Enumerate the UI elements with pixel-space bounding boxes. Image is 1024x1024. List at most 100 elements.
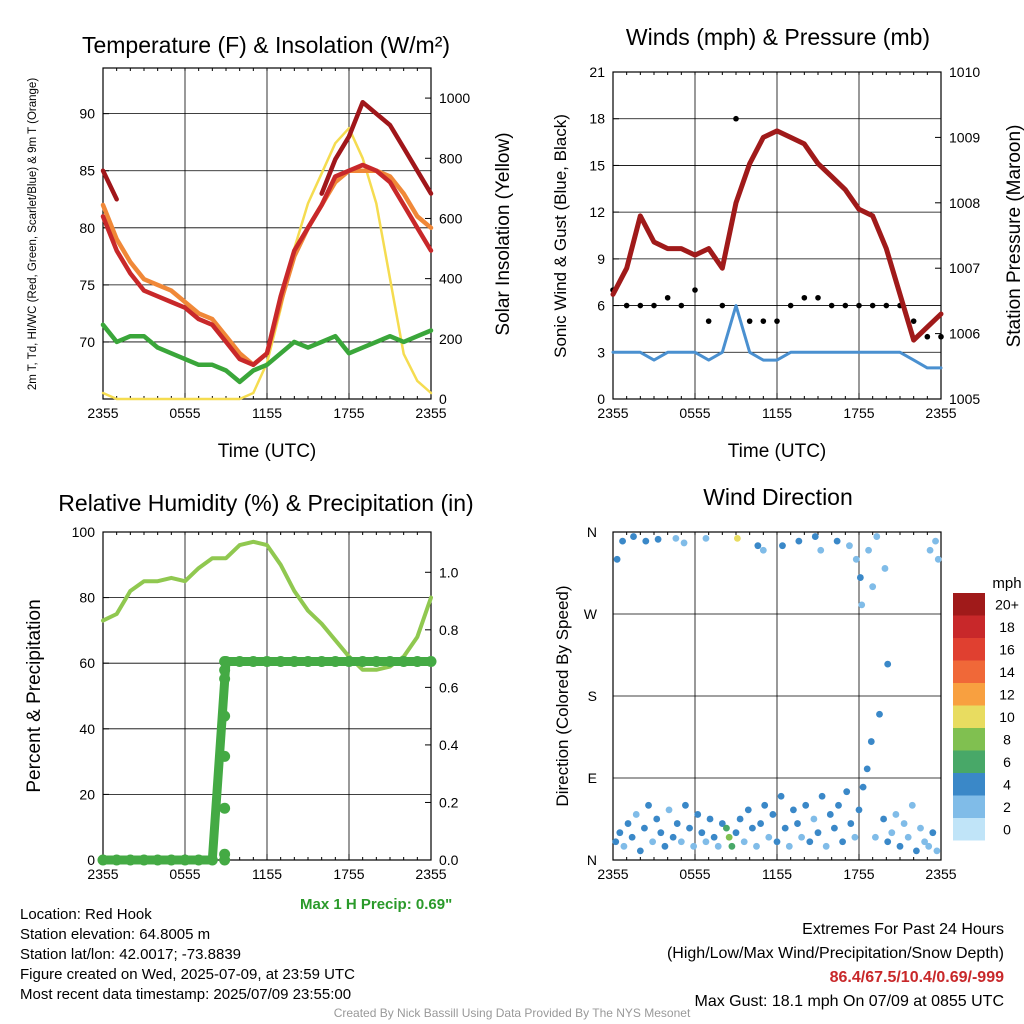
precip-point [97, 854, 109, 866]
gust-point [623, 302, 630, 309]
direction-point [933, 847, 941, 855]
direction-point [843, 788, 851, 796]
direction-point [851, 833, 859, 841]
direction-point [802, 801, 810, 809]
precip-point [329, 655, 341, 667]
precip-ramp-point [219, 848, 231, 860]
y-axis-label-right: Solar Insolation (Yellow) [493, 132, 514, 335]
direction-point [665, 806, 673, 814]
x-axis-label: Time (UTC) [218, 441, 317, 462]
gust-point [842, 302, 849, 309]
direction-point [759, 546, 767, 554]
direction-point [628, 833, 636, 841]
y-right-tick-label: 1009 [949, 129, 980, 145]
direction-point [718, 820, 726, 827]
direction-point [908, 801, 916, 809]
precip-point [370, 655, 382, 667]
direction-point [677, 838, 685, 846]
direction-point [869, 583, 877, 591]
legend-swatch [953, 818, 985, 841]
legend-swatch [953, 795, 985, 818]
precip-point [316, 655, 328, 667]
y-right-tick-label: 1000 [439, 90, 470, 106]
precip-ramp-point [219, 673, 231, 685]
legend-swatch [953, 615, 985, 638]
gust-point [719, 302, 726, 309]
precip-point [302, 655, 314, 667]
precip-point [261, 655, 273, 667]
precip-point [398, 655, 410, 667]
temperature-insolation-panel: 2355 0555 1155 1755 2355 Temperature (F) & In… [27, 32, 514, 462]
legend-label: 16 [999, 641, 1015, 657]
legend-label: 6 [1003, 754, 1011, 770]
precip-point [111, 854, 123, 866]
direction-point [769, 811, 777, 818]
legend-swatch [953, 750, 985, 773]
gust-point [774, 318, 780, 324]
y-right-tick-label: 1005 [949, 391, 980, 407]
extremes-values: 86.4/67.5/10.4/0.69/-999 [829, 969, 1004, 986]
precip-point [288, 655, 300, 667]
direction-point [881, 565, 889, 572]
y-tick-label: 12 [589, 204, 605, 220]
panel-title: Relative Humidity (%) & Precipitation (i… [58, 490, 473, 516]
direction-point [641, 824, 648, 832]
series-temp-2m [100, 162, 434, 368]
x-tick-label: 2355 [87, 866, 118, 882]
precip-point [275, 655, 287, 667]
y-tick-label: 90 [79, 106, 95, 122]
direction-point [826, 811, 834, 818]
gust-point [651, 302, 657, 309]
direction-point [710, 833, 718, 841]
y-axis-label-left: Sonic Wind & Gust (Blue, Black) [551, 114, 570, 358]
y-right-tick-label: 1010 [949, 64, 980, 80]
direction-point [680, 539, 688, 547]
direction-point [706, 815, 714, 823]
direction-point [736, 815, 744, 823]
direction-point [698, 829, 706, 837]
direction-point [672, 534, 680, 542]
precip-point [234, 655, 246, 667]
precip-point [124, 854, 136, 866]
legend-swatch [953, 593, 985, 616]
y-tick-label: N [587, 524, 597, 540]
y-tick-label: 80 [79, 220, 95, 236]
direction-point [686, 824, 693, 832]
direction-point [814, 829, 822, 837]
legend-label: 18 [999, 619, 1015, 635]
figure-created: Figure created on Wed, 2025-07-09, at 23… [20, 966, 355, 983]
direction-point [702, 838, 710, 846]
y-right-tick-label: 0 [439, 391, 447, 407]
gust-point [910, 318, 917, 324]
y-right-tick-label: 800 [439, 150, 463, 166]
direction-point [921, 838, 928, 846]
y-tick-label: 21 [589, 64, 605, 80]
x-tick-label: 0555 [679, 866, 710, 882]
precip-point [343, 655, 355, 667]
direction-point [702, 534, 710, 542]
panel-title: Winds (mph) & Pressure (mb) [626, 24, 930, 50]
y-tick-label: 85 [79, 163, 95, 179]
y-tick-label: 20 [79, 786, 95, 802]
direction-point [723, 824, 730, 832]
series-rh [101, 539, 433, 672]
x-tick-label: 1155 [762, 405, 792, 421]
direction-point [795, 537, 803, 545]
direction-point [653, 815, 661, 823]
y-tick-label: 75 [79, 277, 95, 293]
direction-point [749, 824, 756, 832]
direction-point [888, 829, 896, 837]
station-latlon: Station lat/lon: 42.0017; -73.8839 [20, 946, 242, 963]
gust-point [787, 302, 794, 309]
direction-point [798, 833, 805, 841]
precip-point [357, 655, 369, 667]
direction-point [822, 842, 830, 850]
y-tick-label: 100 [72, 524, 96, 540]
direction-point [781, 824, 789, 832]
precip-point [152, 854, 164, 866]
direction-point [831, 824, 838, 832]
x-tick-label: 2355 [415, 866, 446, 882]
y-right-tick-label: 1007 [949, 260, 980, 276]
precip-point [179, 854, 191, 866]
